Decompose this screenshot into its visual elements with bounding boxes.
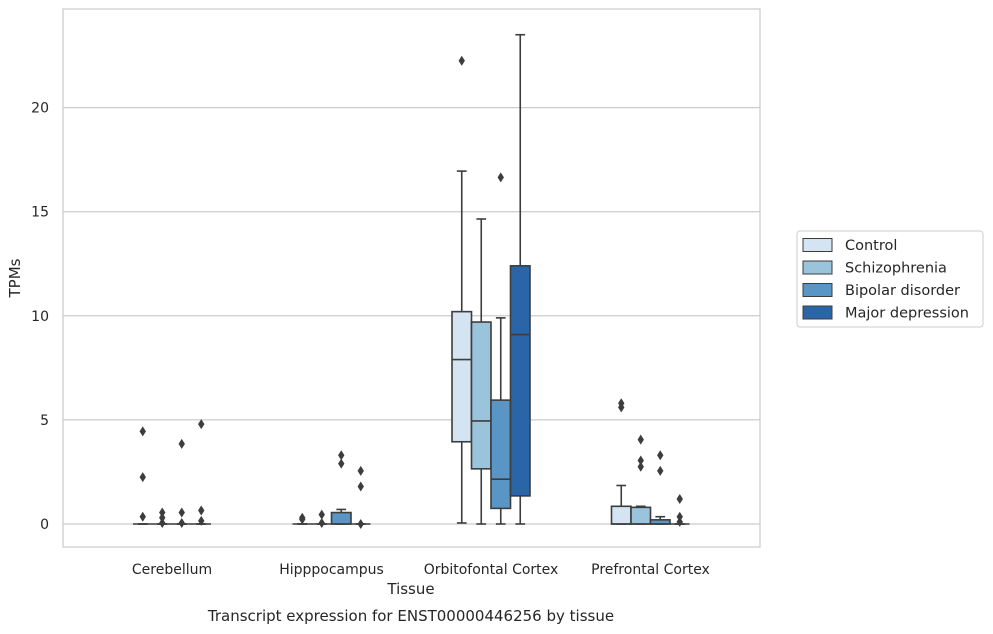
y-tick-label: 0 [40, 517, 49, 533]
outlier-point [497, 172, 504, 183]
outlier-point [178, 517, 185, 528]
outlier-point [357, 481, 364, 492]
box-body [490, 399, 512, 510]
outlier-point [657, 450, 664, 461]
outlier-point [657, 465, 664, 476]
outlier-point [637, 455, 644, 466]
y-tick-label: 10 [31, 309, 49, 325]
box-body [470, 321, 492, 470]
box-group [172, 438, 192, 528]
x-tick-label: Prefrontal Cortex [591, 562, 710, 578]
outlier-point [618, 402, 625, 413]
box-group [470, 218, 492, 525]
box-group [152, 507, 172, 528]
outlier-point [178, 438, 185, 449]
box-group [649, 450, 671, 525]
outlier-point [178, 507, 185, 518]
outlier-point [198, 515, 205, 526]
outlier-point [676, 494, 683, 505]
outlier-point [159, 512, 166, 523]
y-axis-title: TPMs [6, 258, 24, 298]
outlier-point [338, 458, 345, 469]
legend-label: Major depression [845, 306, 969, 322]
outlier-point [139, 426, 146, 437]
outlier-point [458, 55, 465, 66]
box-body [330, 511, 352, 525]
box-group [630, 434, 652, 525]
box-body [509, 265, 531, 497]
plot-area [63, 9, 760, 547]
y-ticks: 0 5 10 15 20 [31, 101, 49, 533]
outlier-point [139, 472, 146, 483]
outlier-point [159, 517, 166, 528]
box-body [451, 310, 473, 443]
box-body [610, 505, 632, 525]
outlier-point [338, 450, 345, 461]
x-tick-label: Cerebellum [132, 562, 212, 578]
legend-swatch [802, 283, 833, 297]
box-group [670, 494, 690, 527]
box-group [292, 512, 312, 525]
outlier-point [637, 461, 644, 472]
legend-label: Schizophrenia [845, 261, 947, 277]
legend-frame [796, 230, 984, 328]
outlier-point [198, 505, 205, 516]
outlier-point [637, 434, 644, 445]
boxes-layer [133, 33, 690, 529]
box-group [509, 33, 531, 525]
outlier-point [318, 509, 325, 520]
x-ticks: Cerebellum Hipppocampus Orbitofontal Corte… [132, 562, 710, 578]
outlier-point [198, 419, 205, 430]
y-tick-label: 20 [31, 101, 49, 117]
outlier-point [357, 465, 364, 476]
box-group [351, 465, 371, 529]
outlier-point [299, 514, 306, 525]
box-group [312, 509, 332, 528]
legend-swatch [802, 305, 833, 320]
y-tick-label: 15 [31, 205, 49, 221]
y-tick-label: 5 [40, 413, 49, 429]
box-body [630, 506, 652, 525]
x-tick-label: Orbitofontal Cortex [424, 562, 559, 578]
outlier-point [676, 511, 683, 522]
legend-swatch [802, 238, 833, 252]
outlier-point [318, 517, 325, 528]
box-group [191, 419, 211, 526]
legend-label: Bipolar disorder [845, 283, 960, 299]
outlier-point [357, 519, 364, 529]
legend-label: Control [845, 238, 897, 254]
outlier-point [676, 516, 683, 527]
x-axis-title: Tissue [386, 580, 434, 598]
outlier-point [139, 511, 146, 522]
chart-title: Transcript expression for ENST0000044625… [207, 607, 614, 625]
x-tick-label: Hipppocampus [279, 562, 384, 578]
box-group [133, 426, 153, 525]
outlier-point [159, 507, 166, 518]
box-group [330, 450, 352, 525]
legend-swatch [802, 260, 833, 275]
legend: Control Schizophrenia Bipolar disorder Majo… [796, 230, 984, 328]
plot-frame [62, 8, 761, 548]
